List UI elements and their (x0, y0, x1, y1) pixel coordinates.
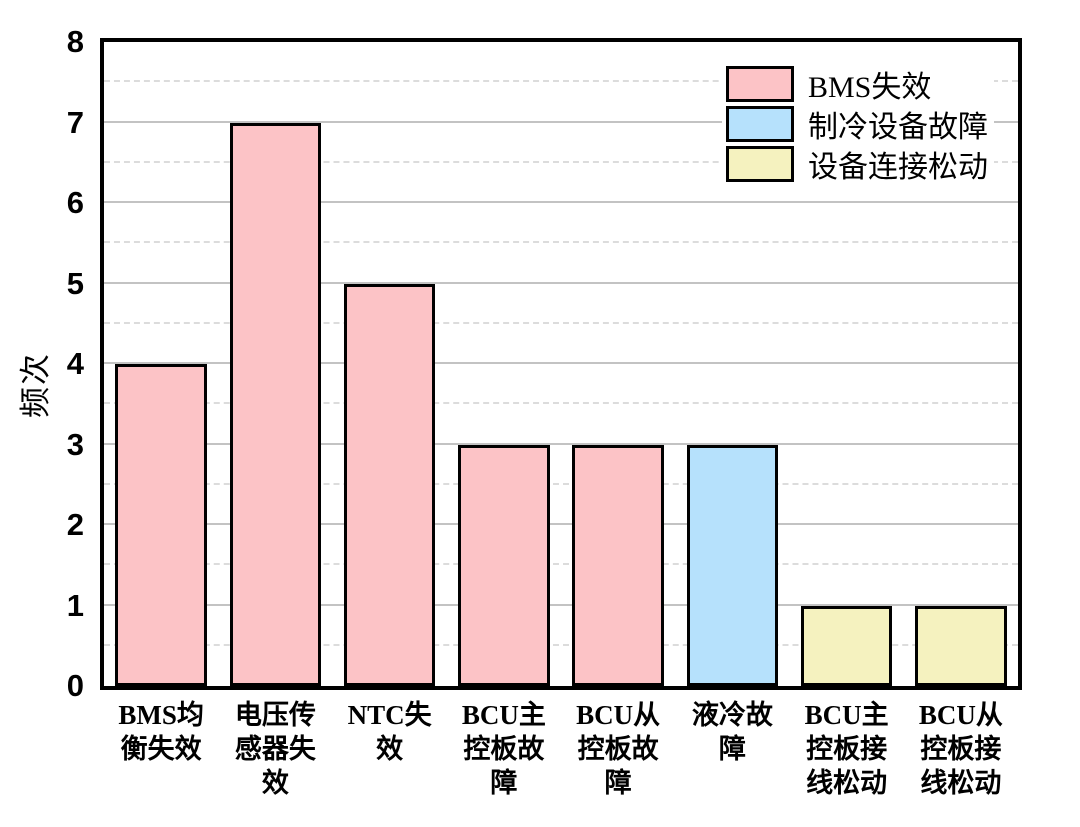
bar-slot (447, 42, 561, 686)
plot-area: BMS失效制冷设备故障 设备连接松动 (100, 38, 1022, 690)
x-label-NTC失效: NTC失 效 (347, 700, 432, 764)
major-gridline-6 (104, 201, 1018, 203)
bar-电压传感器失效 (229, 122, 322, 686)
minor-gridline-0.5 (104, 643, 1018, 646)
legend-entry-BMS失效: BMS失效 (726, 64, 988, 104)
major-gridline-1 (104, 603, 1018, 606)
bar-BCU从控板故障 (572, 444, 664, 686)
x-label-BCU主控板接线松动: BCU主 控板接 线松动 (804, 700, 889, 798)
bar-slot (675, 42, 789, 686)
minor-gridline-7.5 (104, 80, 1018, 83)
y-tick-label-1: 1 (66, 587, 84, 623)
major-gridline-7 (104, 120, 1018, 123)
minor-gridline-4.5 (104, 321, 1018, 324)
bar-slot (904, 42, 1018, 686)
legend: BMS失效制冷设备故障 设备连接松动 (722, 60, 994, 188)
y-tick-label-3: 3 (66, 426, 84, 462)
major-gridline-5 (104, 281, 1018, 284)
major-gridline-3 (104, 442, 1018, 445)
legend-swatch (726, 106, 794, 142)
bar-液冷故障 (686, 444, 779, 686)
bar-BMS均衡失效 (115, 364, 207, 686)
x-label-BMS均衡失效: BMS均 衡失效 (118, 700, 204, 764)
y-axis-tick-labels: 0 1 2 3 4 5 6 7 8 (0, 24, 96, 703)
x-label-BCU从控板接线松动: BCU从 控板接 线松动 (918, 700, 1003, 798)
y-tick-label-8: 8 (66, 24, 84, 59)
y-tick-label-2: 2 (66, 507, 84, 542)
y-tick-label-0: 0 (66, 668, 84, 703)
major-gridline-4 (104, 362, 1018, 364)
y-tick-label-4: 4 (66, 346, 84, 381)
y-tick-label-7: 7 (66, 104, 84, 140)
major-gridline-2 (104, 523, 1018, 525)
legend-entry-制冷设备故障: 制冷设备故障 (726, 104, 988, 144)
x-axis-labels: BMS均 衡失效 电压传 感器失 效 NTC失 效 BCU主 控板故 障 BCU从 控板… (104, 698, 1018, 800)
x-label-BCU主控板故障: BCU主 控板故 障 (461, 700, 546, 798)
legend-swatch (726, 66, 794, 102)
y-tick-label-5: 5 (66, 265, 84, 301)
x-label-BCU从控板故障: BCU从 控板故 障 (576, 700, 661, 798)
minor-gridline-3.5 (104, 402, 1018, 405)
bars-container (104, 42, 1018, 686)
bar-BCU主控板故障 (458, 444, 550, 686)
bar-slot (218, 42, 332, 686)
bar-slot (790, 42, 904, 686)
minor-gridline-2.5 (104, 482, 1018, 485)
bar-slot (104, 42, 218, 686)
legend-label: BMS失效 (808, 71, 932, 104)
legend-swatch (726, 146, 794, 182)
gridlines (104, 42, 1018, 686)
x-label-液冷故障: 液冷故 障 (691, 700, 773, 764)
y-tick-label-6: 6 (66, 185, 84, 220)
minor-gridline-5.5 (104, 241, 1018, 244)
minor-gridline-6.5 (104, 160, 1018, 163)
minor-gridline-1.5 (104, 563, 1018, 566)
bar-BCU主控板接线松动 (800, 605, 893, 686)
legend-label: 设备连接松动 (808, 151, 988, 184)
bar-BCU从控板接线松动 (915, 605, 1007, 686)
bar-slot (561, 42, 675, 686)
bar-NTC失效 (343, 283, 436, 686)
legend-label: 制冷设备故障 (808, 111, 988, 144)
bar-slot (333, 42, 447, 686)
legend-entry-设备连接松动: 设备连接松动 (726, 144, 988, 184)
x-label-电压传感器失效: 电压传 感器失 效 (234, 700, 316, 798)
